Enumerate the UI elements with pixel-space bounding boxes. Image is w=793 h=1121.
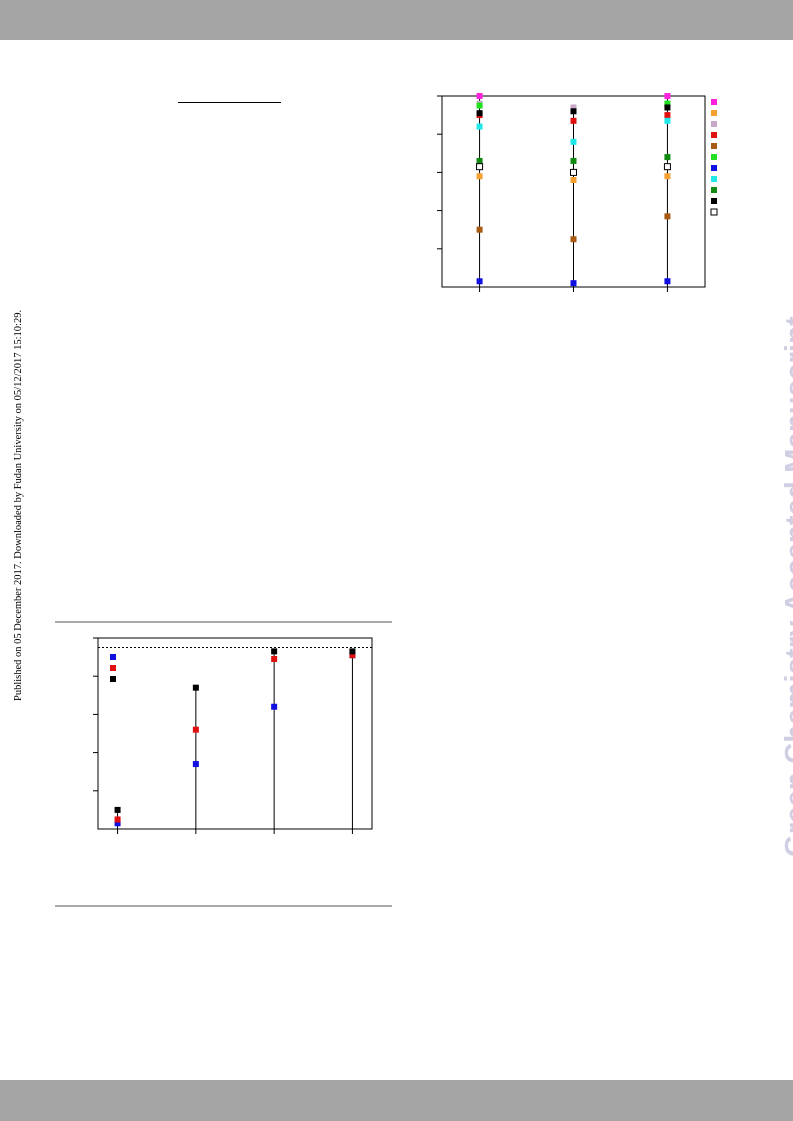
data-point-s2 xyxy=(570,104,577,111)
data-point-s7 xyxy=(570,138,577,145)
bottom-footer-band xyxy=(0,1080,793,1121)
legend-marker-s8 xyxy=(711,187,717,193)
data-point-s2 xyxy=(192,684,199,691)
data-point-s0 xyxy=(664,93,671,99)
data-point-s6 xyxy=(664,278,671,285)
data-point-s4 xyxy=(664,213,671,220)
legend-marker-s1 xyxy=(110,665,116,671)
data-point-s10 xyxy=(476,163,484,171)
data-point-s4 xyxy=(476,226,483,233)
data-point-s6 xyxy=(476,278,483,285)
data-point-s5 xyxy=(476,102,483,109)
legend-marker-s2 xyxy=(711,121,717,127)
data-point-s1 xyxy=(114,816,121,823)
legend-marker-s10 xyxy=(710,208,718,216)
legend-marker-s0 xyxy=(711,99,717,105)
legend-marker-s2 xyxy=(110,676,116,682)
data-point-s3 xyxy=(570,117,577,124)
data-point-s5 xyxy=(664,100,671,107)
data-point-s2 xyxy=(114,806,121,813)
legend-marker-s6 xyxy=(711,165,717,171)
chart-bottom-left xyxy=(93,637,373,834)
legend-marker-s5 xyxy=(711,154,717,160)
data-point-s10 xyxy=(663,163,671,171)
data-point-s9 xyxy=(664,104,671,111)
legend-marker-s1 xyxy=(711,110,717,116)
legend-marker-s9 xyxy=(711,198,717,204)
data-point-s10 xyxy=(570,168,577,176)
data-point-s1 xyxy=(271,656,278,663)
data-point-s11 xyxy=(664,173,671,180)
data-point-s7 xyxy=(664,117,671,124)
data-point-s1 xyxy=(349,652,356,659)
data-point-s8 xyxy=(476,157,483,164)
data-point-s0 xyxy=(271,703,278,710)
data-point-s2 xyxy=(349,648,356,655)
data-point-s9 xyxy=(476,110,483,117)
legend-marker-s4 xyxy=(711,143,717,149)
data-point-s7 xyxy=(476,123,483,130)
figure-rule-top xyxy=(55,621,392,623)
data-point-s0 xyxy=(476,93,483,99)
data-point-s2 xyxy=(271,648,278,655)
data-point-s0 xyxy=(114,820,121,827)
data-point-s11 xyxy=(570,177,577,184)
legend-marker-s0 xyxy=(110,654,116,660)
figure-rule-bottom xyxy=(55,905,392,907)
data-point-s11 xyxy=(476,173,483,180)
data-point-s9 xyxy=(570,108,577,115)
chart-top-right xyxy=(437,93,718,292)
data-point-s0 xyxy=(192,761,199,768)
data-point-s8 xyxy=(664,154,671,161)
data-point-s6 xyxy=(570,280,577,287)
header-rule xyxy=(178,102,281,103)
data-point-s1 xyxy=(192,726,199,733)
legend-marker-s3 xyxy=(711,132,717,138)
data-point-s8 xyxy=(570,157,577,164)
plot-frame xyxy=(97,637,373,830)
legend-marker-s7 xyxy=(711,176,717,182)
data-point-s4 xyxy=(570,236,577,243)
top-header-band xyxy=(0,0,793,40)
data-point-s3 xyxy=(664,112,671,119)
